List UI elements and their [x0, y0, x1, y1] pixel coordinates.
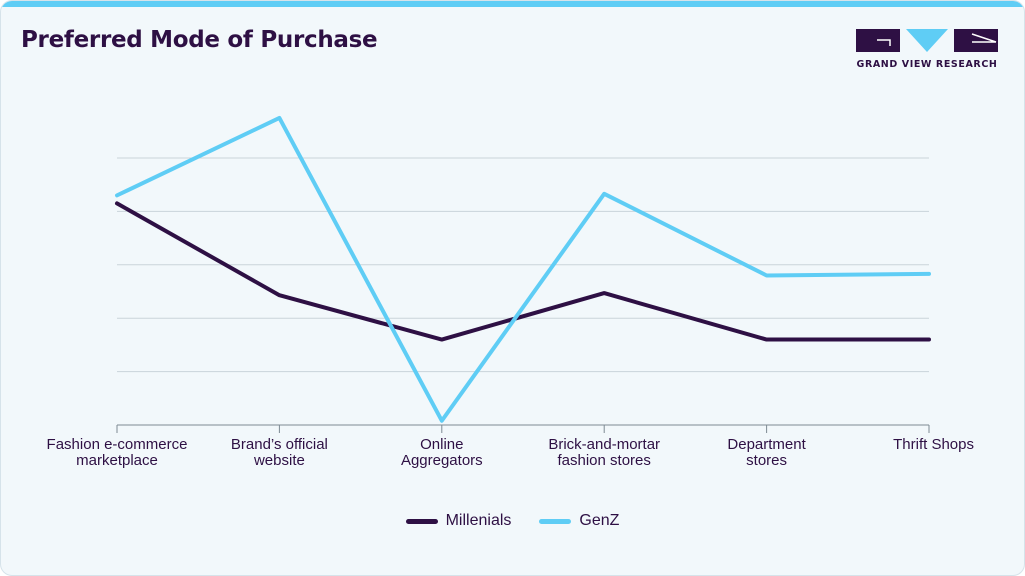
legend-label: GenZ — [579, 512, 620, 529]
legend-swatch — [539, 518, 572, 524]
grand-view-research-logo — [856, 29, 998, 52]
x-tick-label: Brand’s official website — [231, 436, 328, 469]
x-tick-label-line: fashion stores — [558, 452, 651, 469]
x-tick-label-line: Department — [727, 436, 806, 453]
legend: Millenials GenZ — [0, 512, 1025, 530]
series-line-genz — [115, 115, 931, 423]
brand-name: GRAND VIEW RESEARCH — [856, 59, 998, 70]
legend-item-genz: GenZ — [539, 512, 619, 530]
chart-title: Preferred Mode of Purchase — [21, 27, 378, 53]
x-tick-label-line: stores — [746, 452, 787, 469]
x-tick-label: Brick-and-mortar fashion stores — [548, 436, 660, 469]
series-line-millenials — [115, 201, 931, 342]
legend-swatch — [405, 518, 438, 524]
x-tick-label-line: Brick-and-mortar — [548, 436, 660, 453]
x-tick-label: Department stores — [727, 436, 806, 469]
x-tick-label-line: Aggregators — [401, 452, 483, 469]
x-tick-label-line: Fashion e-commerce — [47, 436, 188, 453]
x-tick-label-line: Thrift Shops — [893, 436, 974, 453]
x-tick-label-line: Brand’s official — [231, 436, 328, 453]
x-tick-label: Fashion e-commerce marketplace — [47, 436, 188, 469]
legend-label: Millenials — [445, 512, 512, 529]
line-chart: Fashion e-commerce marketplace Brand’s off… — [47, 115, 974, 469]
top-accent-bar — [1, 1, 1024, 7]
x-tick-label: Online Aggregators — [401, 436, 483, 469]
x-tick-label-line: Online — [420, 436, 463, 453]
legend-item-millenials: Millenials — [405, 512, 512, 530]
x-tick-label-line: marketplace — [76, 452, 158, 469]
x-tick-label: Thrift Shops — [893, 436, 974, 453]
x-tick-label-line: website — [253, 452, 305, 469]
